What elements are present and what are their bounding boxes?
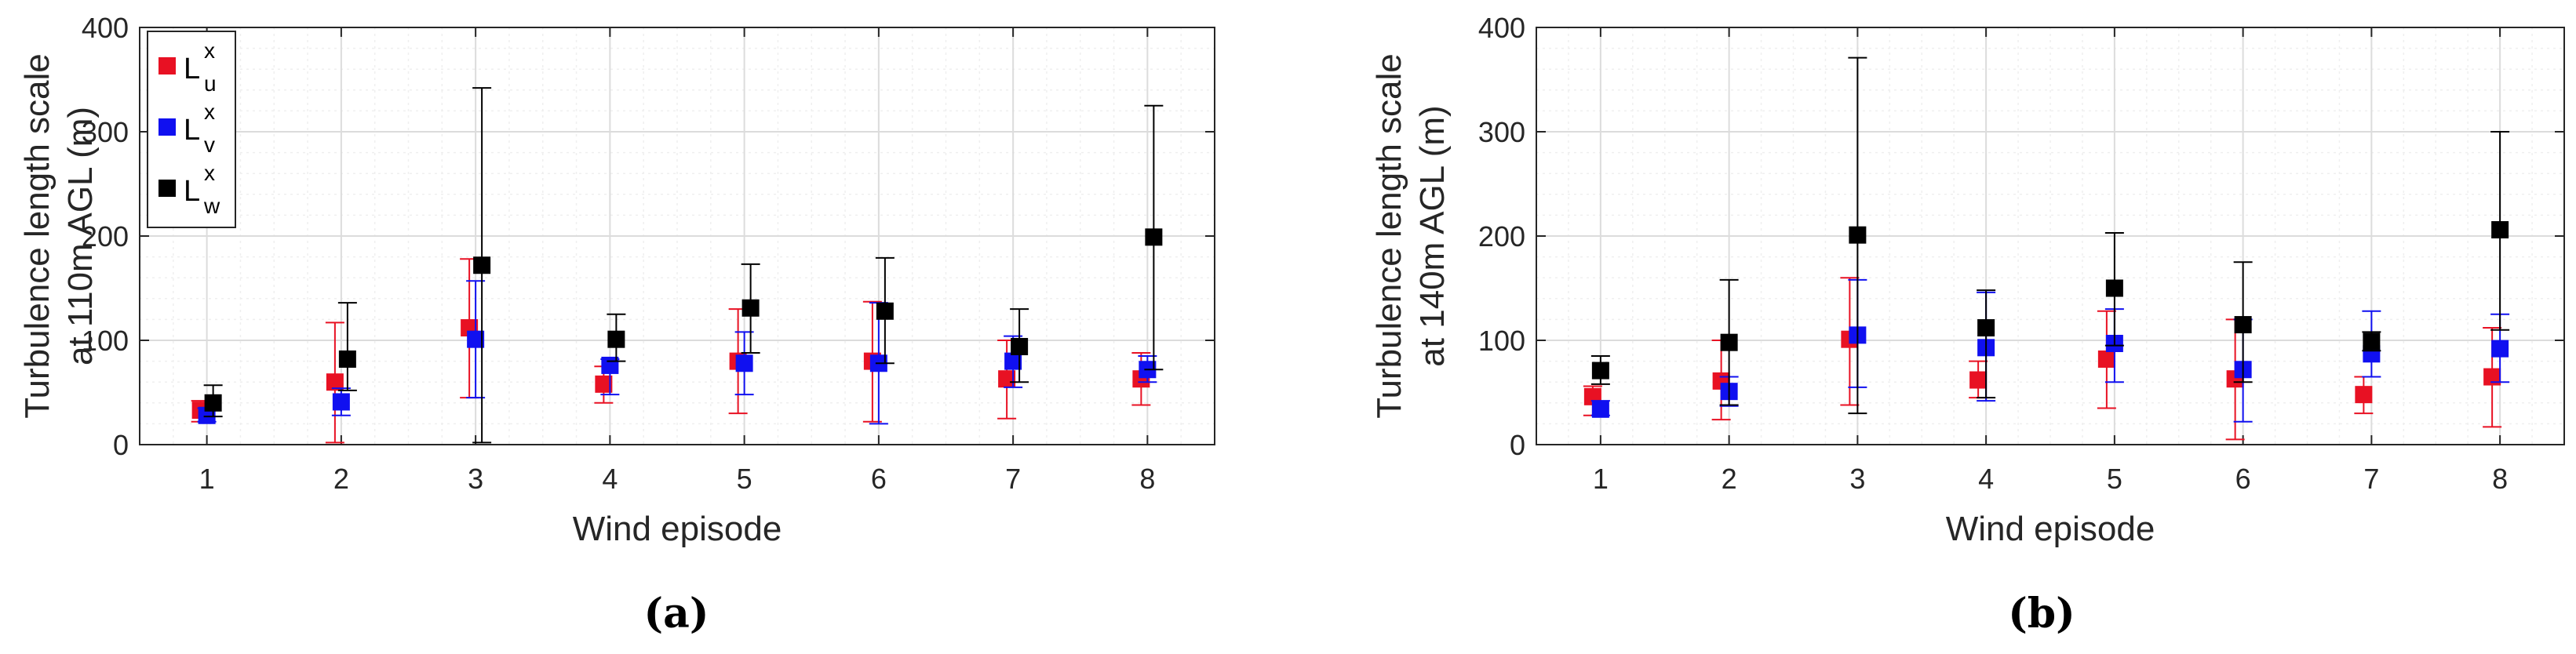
x-tick-label: 8 [2492,463,2508,495]
x-tick-label: 1 [199,463,215,495]
legend-label-lux: L [184,53,200,85]
series-lwx-marker [338,350,356,368]
series-lux-marker [2097,350,2115,368]
y-tick-label: 100 [82,325,129,357]
series-lwx-marker [1145,228,1163,246]
series-lvx-marker [2491,340,2509,358]
series-lvx-marker [1591,400,1609,418]
x-tick-label: 3 [468,463,483,495]
x-tick-label: 2 [333,463,349,495]
y-axis-label-line: Turbulence length scale [18,53,56,419]
x-tick-label: 7 [2363,463,2379,495]
series-lwx-marker [204,394,222,412]
y-tick-label: 0 [1510,429,1525,461]
y-tick-label: 100 [1478,325,1525,357]
y-axis-label-line: at 110m AGL (m) [61,107,100,365]
series-lwx-marker [473,256,491,274]
series-lvx-marker [467,330,485,348]
series-lux-marker [2483,368,2501,386]
x-tick-label: 6 [2235,463,2251,495]
y-axis-label-line: at 140m AGL (m) [1413,105,1452,366]
series-lwx-marker [607,330,625,348]
x-tick-label: 2 [1722,463,1737,495]
series-lux-marker [595,375,613,393]
series-lwx-marker [876,302,894,320]
x-tick-label: 4 [602,463,618,495]
x-tick-label: 7 [1005,463,1021,495]
panel-label: (b) [2008,590,2075,638]
legend-marker-lvx [158,118,176,136]
legend-label-lwx: L [184,175,200,208]
x-tick-label: 4 [1978,463,1994,495]
series-lux-marker [326,373,344,391]
y-tick-label: 300 [82,116,129,148]
chart-panel-a: 0 100 200 300 400 1 2 3 4 5 6 7 8 Wind episode Turbule… [18,12,1215,638]
series-lvx-marker [735,354,753,372]
series-lux-marker [1969,371,1988,389]
y-tick-label: 300 [1478,116,1525,148]
series-lwx-marker [1977,319,1995,337]
legend-superscript: x [204,100,215,124]
x-axis-label: Wind episode [573,510,782,548]
legend-subscript: w [203,194,220,218]
x-axis-label: Wind episode [1946,510,2155,548]
series-lvx-marker [1004,352,1022,370]
series-lux-marker [998,370,1016,388]
series-lvx-marker [332,393,350,411]
series-lux-marker [2355,386,2373,404]
series-lwx-marker [1720,333,1738,351]
series-lwx-marker [2491,221,2509,239]
series-lwx-marker [2363,332,2381,351]
x-tick-label: 1 [1593,463,1609,495]
legend-superscript: x [204,38,215,63]
legend-marker-lux [158,57,176,74]
legend-subscript: v [204,133,215,157]
series-lwx-marker [2234,316,2252,334]
legend-label-lvx: L [184,114,200,147]
y-tick-label: 400 [82,12,129,44]
legend-superscript: x [204,161,215,185]
panel-label: (a) [644,590,709,638]
y-tick-label: 200 [82,220,129,253]
series-lwx-marker [1591,362,1609,380]
legend-marker-lwx [158,180,176,197]
y-tick-label: 200 [1478,220,1525,253]
series-lwx-marker [1849,226,1867,244]
chart-panel-b: 0 100 200 300 400 1 2 3 4 5 6 7 8 Wind episode Turbule… [1370,12,2565,638]
y-tick-label: 0 [113,429,129,461]
y-tick-label: 400 [1478,12,1525,44]
series-lwx-marker [1011,337,1029,355]
x-tick-label: 6 [871,463,887,495]
x-tick-label: 5 [737,463,752,495]
x-tick-label: 8 [1139,463,1155,495]
series-lwx-marker [741,299,760,317]
x-tick-label: 3 [1849,463,1865,495]
y-axis-label-line: Turbulence length scale [1370,53,1408,419]
x-tick-label: 5 [2107,463,2122,495]
series-lwx-marker [2105,279,2123,297]
legend-subscript: u [204,71,217,96]
